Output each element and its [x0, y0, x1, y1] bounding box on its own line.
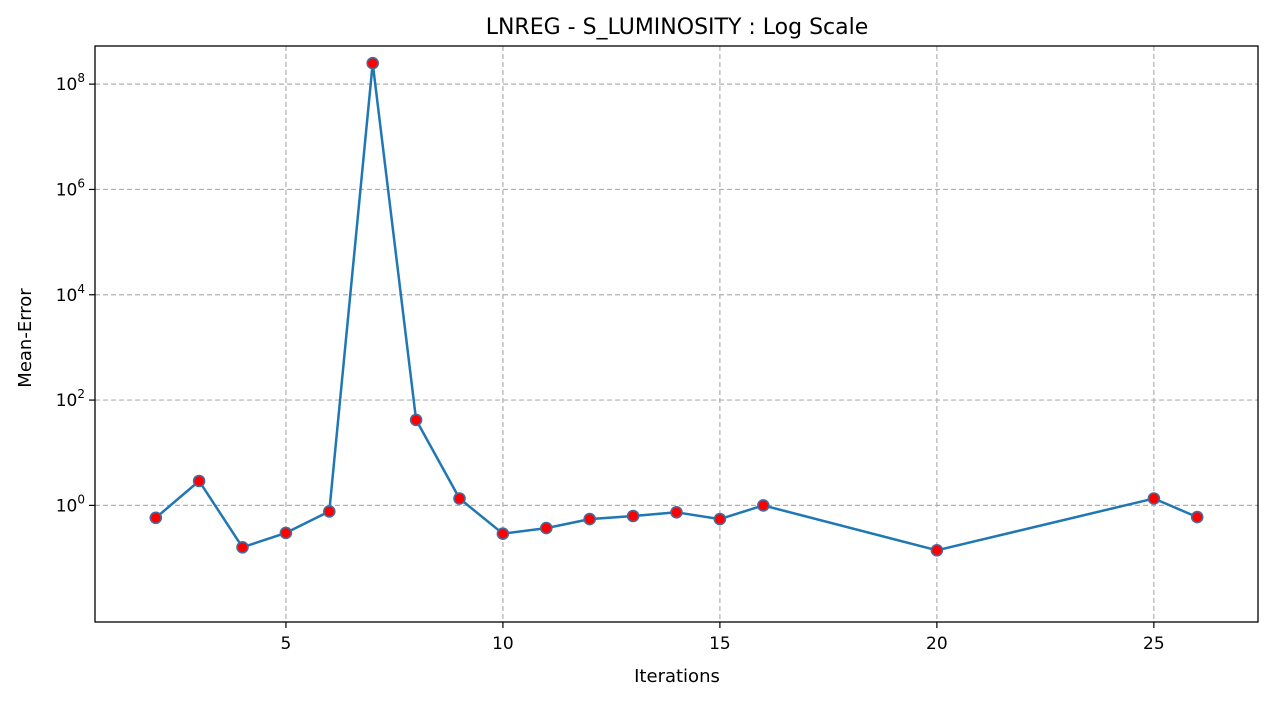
data-point-marker — [583, 512, 597, 526]
plot-series — [149, 56, 1204, 557]
data-point-marker — [756, 499, 770, 512]
data-point-marker — [496, 527, 510, 541]
data-point-marker — [930, 543, 944, 557]
data-point-marker — [1147, 492, 1161, 505]
data-point-marker — [539, 521, 553, 535]
data-point-marker — [366, 56, 380, 70]
y-tick-label: 100 — [56, 492, 85, 516]
data-point-marker — [236, 540, 249, 554]
x-tick-label: 25 — [1143, 634, 1165, 654]
chart-title: LNREG - S_LUMINOSITY : Log Scale — [486, 15, 869, 40]
x-axis-label: Iterations — [634, 666, 720, 687]
y-tick-label: 108 — [56, 71, 85, 95]
data-point-marker — [1190, 510, 1204, 524]
x-tick-label: 10 — [492, 634, 514, 654]
y-axis-label: Mean-Error — [15, 288, 36, 388]
data-point-marker — [322, 505, 336, 518]
data-point-marker — [149, 511, 163, 525]
y-tick-label: 102 — [56, 387, 85, 411]
data-point-marker — [409, 413, 423, 427]
data-point-marker — [192, 474, 206, 488]
x-tick-label: 5 — [281, 634, 292, 654]
data-point-marker — [453, 492, 466, 505]
data-point-marker — [279, 526, 293, 540]
grid-lines — [95, 46, 1258, 622]
y-tick-label: 106 — [56, 176, 85, 200]
plot-frame — [94, 45, 1259, 623]
y-tick-label: 104 — [56, 282, 85, 306]
x-tick-label: 15 — [709, 634, 731, 654]
x-tick-label: 20 — [926, 634, 948, 654]
data-point-marker — [626, 509, 640, 523]
series-line — [154, 61, 1198, 552]
axis-ticks: 5 10 15 20 25 100 102 104 106 108 — [56, 71, 1165, 654]
data-point-marker — [670, 505, 683, 519]
data-point-marker — [713, 512, 727, 526]
